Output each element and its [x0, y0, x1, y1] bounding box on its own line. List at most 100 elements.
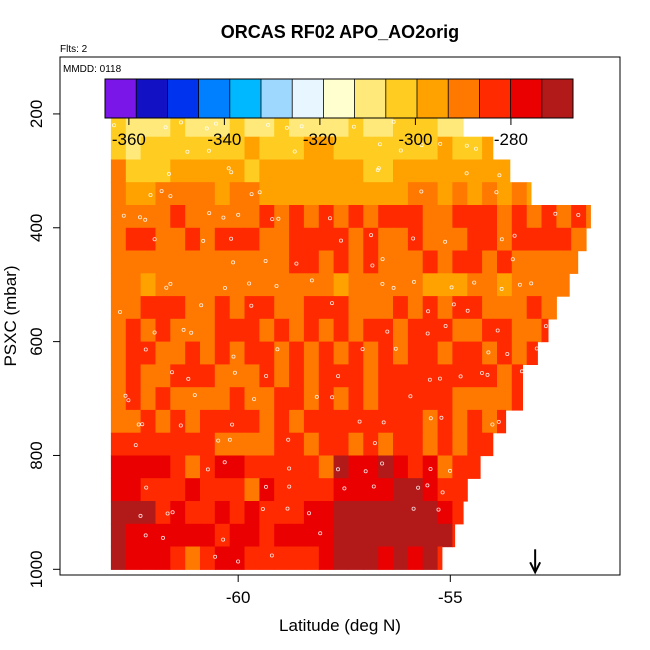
heatmap-cell [378, 273, 394, 297]
heatmap-cell [378, 205, 394, 229]
heatmap-cell [274, 341, 290, 365]
sample-point [169, 370, 174, 375]
heatmap-cell [363, 432, 379, 457]
heatmap-cell [318, 136, 335, 161]
heatmap-cell [511, 250, 528, 274]
heatmap-cell [407, 182, 424, 206]
heatmap-cell [318, 205, 335, 229]
sample-point [121, 213, 126, 218]
heatmap-cell [244, 159, 260, 183]
heatmap-cell [244, 341, 260, 365]
heatmap-cell [244, 273, 260, 297]
sample-point [266, 122, 271, 127]
heatmap-cell [289, 318, 305, 343]
heatmap-cell [229, 341, 246, 365]
heatmap-cell [303, 250, 320, 274]
heatmap-cell [303, 113, 320, 138]
heatmap-cell [244, 478, 260, 502]
heatmap-cell [125, 478, 142, 502]
sample-point [227, 437, 232, 442]
y-tick-label: 200 [27, 100, 46, 128]
heatmap-cell [125, 296, 142, 320]
heatmap-cell [393, 227, 409, 252]
heatmap-cell [378, 113, 394, 138]
heatmap-cell [274, 273, 290, 297]
heatmap-cell [303, 182, 320, 206]
heatmap-cell [185, 318, 201, 343]
heatmap-cell [140, 455, 156, 479]
heatmap-cell [155, 205, 171, 229]
colorbar-segment [417, 79, 449, 118]
sample-point [133, 443, 138, 448]
heatmap-cell [437, 341, 453, 365]
heatmap-cell [422, 159, 439, 183]
heatmap-cell [363, 159, 379, 183]
heatmap-cell [318, 296, 335, 320]
heatmap-cell [407, 501, 424, 525]
colorbar-tick-label: -320 [303, 130, 337, 149]
heatmap-cell [482, 409, 498, 434]
heatmap-cell [274, 318, 290, 343]
heatmap-cell [259, 432, 275, 457]
heatmap-cell [452, 227, 468, 252]
heatmap-cell [333, 296, 349, 320]
heatmap-cell [185, 159, 201, 183]
sample-point [543, 324, 548, 329]
heatmap-cell [244, 432, 260, 457]
sample-point [391, 285, 396, 290]
heatmap-cell [200, 273, 216, 297]
heatmap-cell [482, 364, 498, 388]
heatmap-cell [333, 250, 349, 274]
heatmap-cell [200, 205, 216, 229]
heatmap-cell [393, 364, 409, 388]
sample-point [306, 511, 311, 516]
heatmap-cell [452, 478, 468, 502]
heatmap-cell [185, 364, 201, 388]
heatmap-cell [185, 501, 201, 525]
heatmap-cell [110, 250, 127, 274]
heatmap-cell [318, 478, 335, 502]
heatmap-cell [318, 409, 335, 434]
heatmap-cell [363, 409, 379, 434]
y-tick-label: 1000 [27, 550, 46, 588]
colorbar-segment [323, 79, 356, 118]
heatmap-cell [363, 227, 379, 252]
sample-point [140, 422, 145, 427]
heatmap-cell [259, 455, 275, 479]
heatmap-cell [125, 318, 142, 343]
heatmap-cell [214, 182, 231, 206]
heatmap-cell [110, 364, 127, 388]
heatmap-cell [244, 205, 260, 229]
heatmap-cell [170, 387, 186, 411]
sample-point [499, 237, 504, 242]
heatmap-cell [229, 113, 246, 138]
heatmap-cell [467, 341, 483, 365]
heatmap-cell [393, 546, 409, 570]
heatmap-cell [467, 432, 483, 457]
heatmap-cell [318, 273, 335, 297]
heatmap-cell [482, 182, 498, 206]
heatmap-cell [155, 182, 171, 206]
heatmap-cell [556, 273, 570, 297]
heatmap-cell [467, 205, 483, 229]
heatmap-cell [140, 250, 156, 274]
heatmap-cell [586, 205, 591, 229]
heatmap-cell [348, 341, 364, 365]
sample-point [330, 395, 335, 400]
heatmap-cell [393, 273, 409, 297]
heatmap-cell [348, 478, 364, 502]
heatmap-cell [407, 409, 424, 434]
sample-point [249, 192, 254, 197]
sample-point [123, 393, 128, 398]
heatmap-cell [155, 318, 171, 343]
sample-point [427, 377, 432, 382]
colorbar-frame [104, 78, 574, 119]
sample-point [439, 415, 444, 420]
y-tick-label: 600 [27, 327, 46, 355]
heatmap-cell [393, 159, 409, 183]
sample-point [380, 257, 385, 262]
heatmap-cell [125, 387, 142, 411]
sample-point [426, 309, 431, 314]
heatmap-cell [437, 432, 453, 457]
